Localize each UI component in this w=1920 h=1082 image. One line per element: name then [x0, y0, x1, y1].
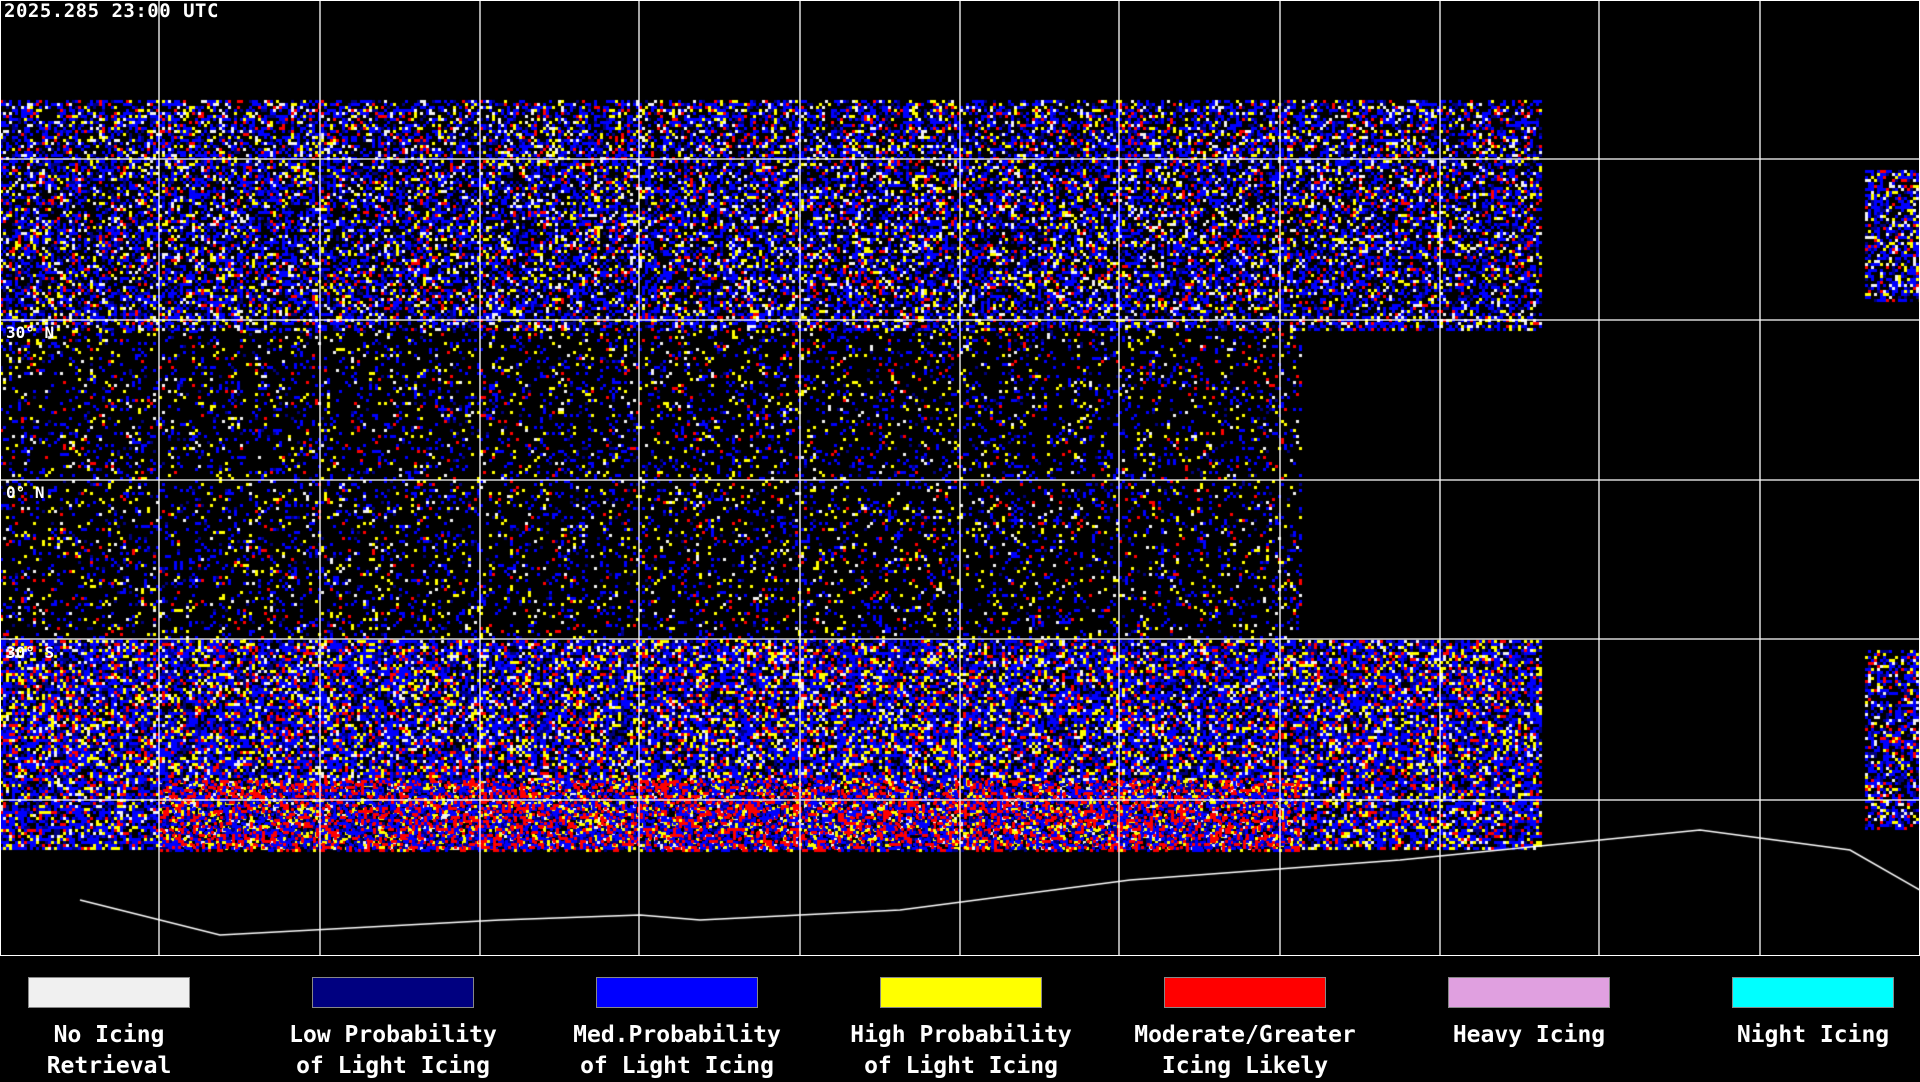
legend-label-line2: Retrieval — [46, 1053, 172, 1079]
legend-swatch — [1448, 977, 1610, 1008]
legend-swatch — [1164, 977, 1326, 1008]
lat-label-30n: 30° N — [6, 323, 55, 342]
lat-label-0: 0° N — [6, 483, 45, 502]
legend-med-probability: Med.Probability of Light Icing — [562, 977, 792, 1082]
legend-night-icing: Night Icing — [1698, 977, 1920, 1051]
legend-swatch — [28, 977, 190, 1008]
legend-label-line1: High Probability — [850, 1022, 1072, 1048]
legend-no-icing: No Icing Retrieval — [0, 977, 224, 1082]
legend-label-line1: Moderate/Greater — [1134, 1022, 1356, 1048]
legend-label-line1: Heavy Icing — [1452, 1022, 1606, 1048]
lat-label-30s: 30° S — [6, 643, 55, 662]
legend-label-line1: Night Icing — [1736, 1022, 1890, 1048]
legend-label-line1: Low Probability — [289, 1022, 497, 1048]
legend-label-line2: Icing Likely — [1161, 1053, 1329, 1079]
legend-heavy-icing: Heavy Icing — [1414, 977, 1644, 1051]
legend-label-line1: No Icing — [53, 1022, 165, 1048]
legend-swatch — [596, 977, 758, 1008]
legend-swatch — [312, 977, 474, 1008]
legend-swatch — [1732, 977, 1894, 1008]
legend-high-probability: High Probability of Light Icing — [846, 977, 1076, 1082]
legend-label-line1: Med.Probability — [573, 1022, 781, 1048]
legend-moderate-greater: Moderate/Greater Icing Likely — [1130, 977, 1360, 1082]
legend-swatch — [880, 977, 1042, 1008]
legend-label-line2: of Light Icing — [864, 1053, 1058, 1079]
lat-lon-grid — [0, 0, 1920, 956]
legend-low-probability: Low Probability of Light Icing — [278, 977, 508, 1082]
timestamp: 2025.285 23:00 UTC — [4, 0, 219, 22]
legend-label-line2: of Light Icing — [580, 1053, 774, 1079]
legend-label-line2: of Light Icing — [296, 1053, 490, 1079]
